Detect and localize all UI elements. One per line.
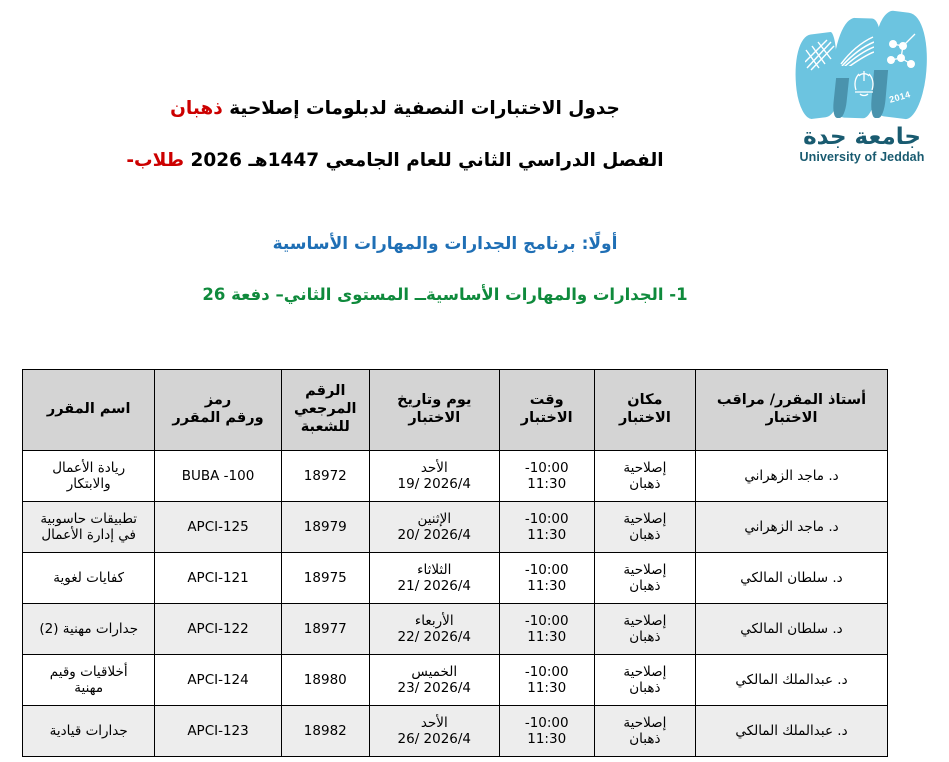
cell-instructor: د. عبدالملك المالكي <box>694 654 889 706</box>
table-row: د. سلطان المالكي إصلاحية ذهبان 10:00- 11… <box>21 603 889 655</box>
cell-reference: 18972 <box>280 450 370 502</box>
batch-heading: 1- الجدارات والمهارات الأساسيةــ المستوى… <box>202 285 688 304</box>
page-subtitle-main: الفصل الدراسي الثاني للعام الجامعي 1447ه… <box>184 150 664 171</box>
exam-schedule-table: أستاذ المقرر/ مراقب الاختبار مكان الاختب… <box>21 369 889 757</box>
cell-reference: 18977 <box>280 603 370 655</box>
cell-course-code: APCI-123 <box>154 705 282 757</box>
cell-time: 10:00- 11:30 <box>498 603 595 655</box>
cell-date: الأربعاء 2026/4 /22 <box>368 603 500 655</box>
cell-course-code: APCI-125 <box>154 501 282 553</box>
page-title-main: جدول الاختبارات النصفية لدبلومات إصلاحية <box>222 98 620 119</box>
cell-date: الثلاثاء 2026/4 /21 <box>368 552 500 604</box>
cell-location: إصلاحية ذهبان <box>593 501 696 553</box>
university-logo: 2014 جامعة جدة University of Jeddah <box>786 9 938 172</box>
page-title: جدول الاختبارات النصفية لدبلومات إصلاحية… <box>0 98 790 119</box>
cell-date: الأحد 2026/4 /19 <box>368 450 500 502</box>
cell-reference: 18980 <box>280 654 370 706</box>
cell-instructor: د. سلطان المالكي <box>694 552 889 604</box>
cell-course-name: جدارات مهنية (2) <box>21 603 156 655</box>
cell-location: إصلاحية ذهبان <box>593 450 696 502</box>
table-row: د. عبدالملك المالكي إصلاحية ذهبان 10:00-… <box>21 705 889 757</box>
cell-location: إصلاحية ذهبان <box>593 552 696 604</box>
cell-date: الإثنين 2026/4 /20 <box>368 501 500 553</box>
cell-time: 10:00- 11:30 <box>498 501 595 553</box>
column-header-instructor: أستاذ المقرر/ مراقب الاختبار <box>694 369 889 451</box>
logo-saudi-emblem-icon <box>854 71 874 97</box>
cell-date: الأحد 2026/4 /26 <box>368 705 500 757</box>
cell-instructor: د. سلطان المالكي <box>694 603 889 655</box>
program-heading: أولًا: برنامج الجدارات والمهارات الأساسي… <box>272 234 618 254</box>
cell-course-code: BUBA -100 <box>154 450 282 502</box>
cell-time: 10:00- 11:30 <box>498 450 595 502</box>
logo-grid-icon <box>805 39 835 71</box>
page-subtitle-highlight: طلاب- <box>126 150 185 171</box>
table-row: د. ماجد الزهراني إصلاحية ذهبان 10:00- 11… <box>21 450 889 502</box>
cell-date: الخميس 2026/4 /23 <box>368 654 500 706</box>
cell-course-name: جدارات قيادية <box>21 705 156 757</box>
logo-english-name: University of Jeddah <box>799 150 925 165</box>
cell-instructor: د. ماجد الزهراني <box>694 450 889 502</box>
logo-mark: 2014 <box>790 9 934 121</box>
cell-reference: 18982 <box>280 705 370 757</box>
cell-instructor: د. ماجد الزهراني <box>694 501 889 553</box>
cell-location: إصلاحية ذهبان <box>593 654 696 706</box>
logo-lines-icon <box>840 36 874 66</box>
column-header-course-name: اسم المقرر <box>21 369 156 451</box>
cell-course-code: APCI-124 <box>154 654 282 706</box>
page-title-highlight: ذهبان <box>170 98 223 119</box>
exam-schedule-table-wrapper: أستاذ المقرر/ مراقب الاختبار مكان الاختب… <box>21 369 889 757</box>
logo-molecule-icon <box>887 33 916 68</box>
cell-course-name: أخلاقيات وقيم مهنية <box>21 654 156 706</box>
cell-time: 10:00- 11:30 <box>498 654 595 706</box>
cell-course-name: كفايات لغوية <box>21 552 156 604</box>
cell-course-code: APCI-121 <box>154 552 282 604</box>
cell-time: 10:00- 11:30 <box>498 552 595 604</box>
cell-course-name: تطبيقات حاسوبية في إدارة الأعمال <box>21 501 156 553</box>
cell-reference: 18979 <box>280 501 370 553</box>
table-row: د. عبدالملك المالكي إصلاحية ذهبان 10:00-… <box>21 654 889 706</box>
cell-course-name: ريادة الأعمال والابتكار <box>21 450 156 502</box>
column-header-time: وقت الاختبار <box>498 369 595 451</box>
column-header-reference-number: الرقم المرجعي للشعبة <box>280 369 370 451</box>
table-row: د. سلطان المالكي إصلاحية ذهبان 10:00- 11… <box>21 552 889 604</box>
cell-time: 10:00- 11:30 <box>498 705 595 757</box>
cell-location: إصلاحية ذهبان <box>593 603 696 655</box>
column-header-date: يوم وتاريخ الاختبار <box>368 369 500 451</box>
logo-arabic-name: جامعة جدة <box>803 124 921 150</box>
cell-location: إصلاحية ذهبان <box>593 705 696 757</box>
table-row: د. ماجد الزهراني إصلاحية ذهبان 10:00- 11… <box>21 501 889 553</box>
cell-instructor: د. عبدالملك المالكي <box>694 705 889 757</box>
table-header-row: أستاذ المقرر/ مراقب الاختبار مكان الاختب… <box>21 369 889 451</box>
column-header-location: مكان الاختبار <box>593 369 696 451</box>
table-body: د. ماجد الزهراني إصلاحية ذهبان 10:00- 11… <box>21 450 889 757</box>
column-header-course-code: رمز ورقم المقرر <box>154 369 282 451</box>
cell-reference: 18975 <box>280 552 370 604</box>
page-subtitle: الفصل الدراسي الثاني للعام الجامعي 1447ه… <box>0 150 790 171</box>
cell-course-code: APCI-122 <box>154 603 282 655</box>
